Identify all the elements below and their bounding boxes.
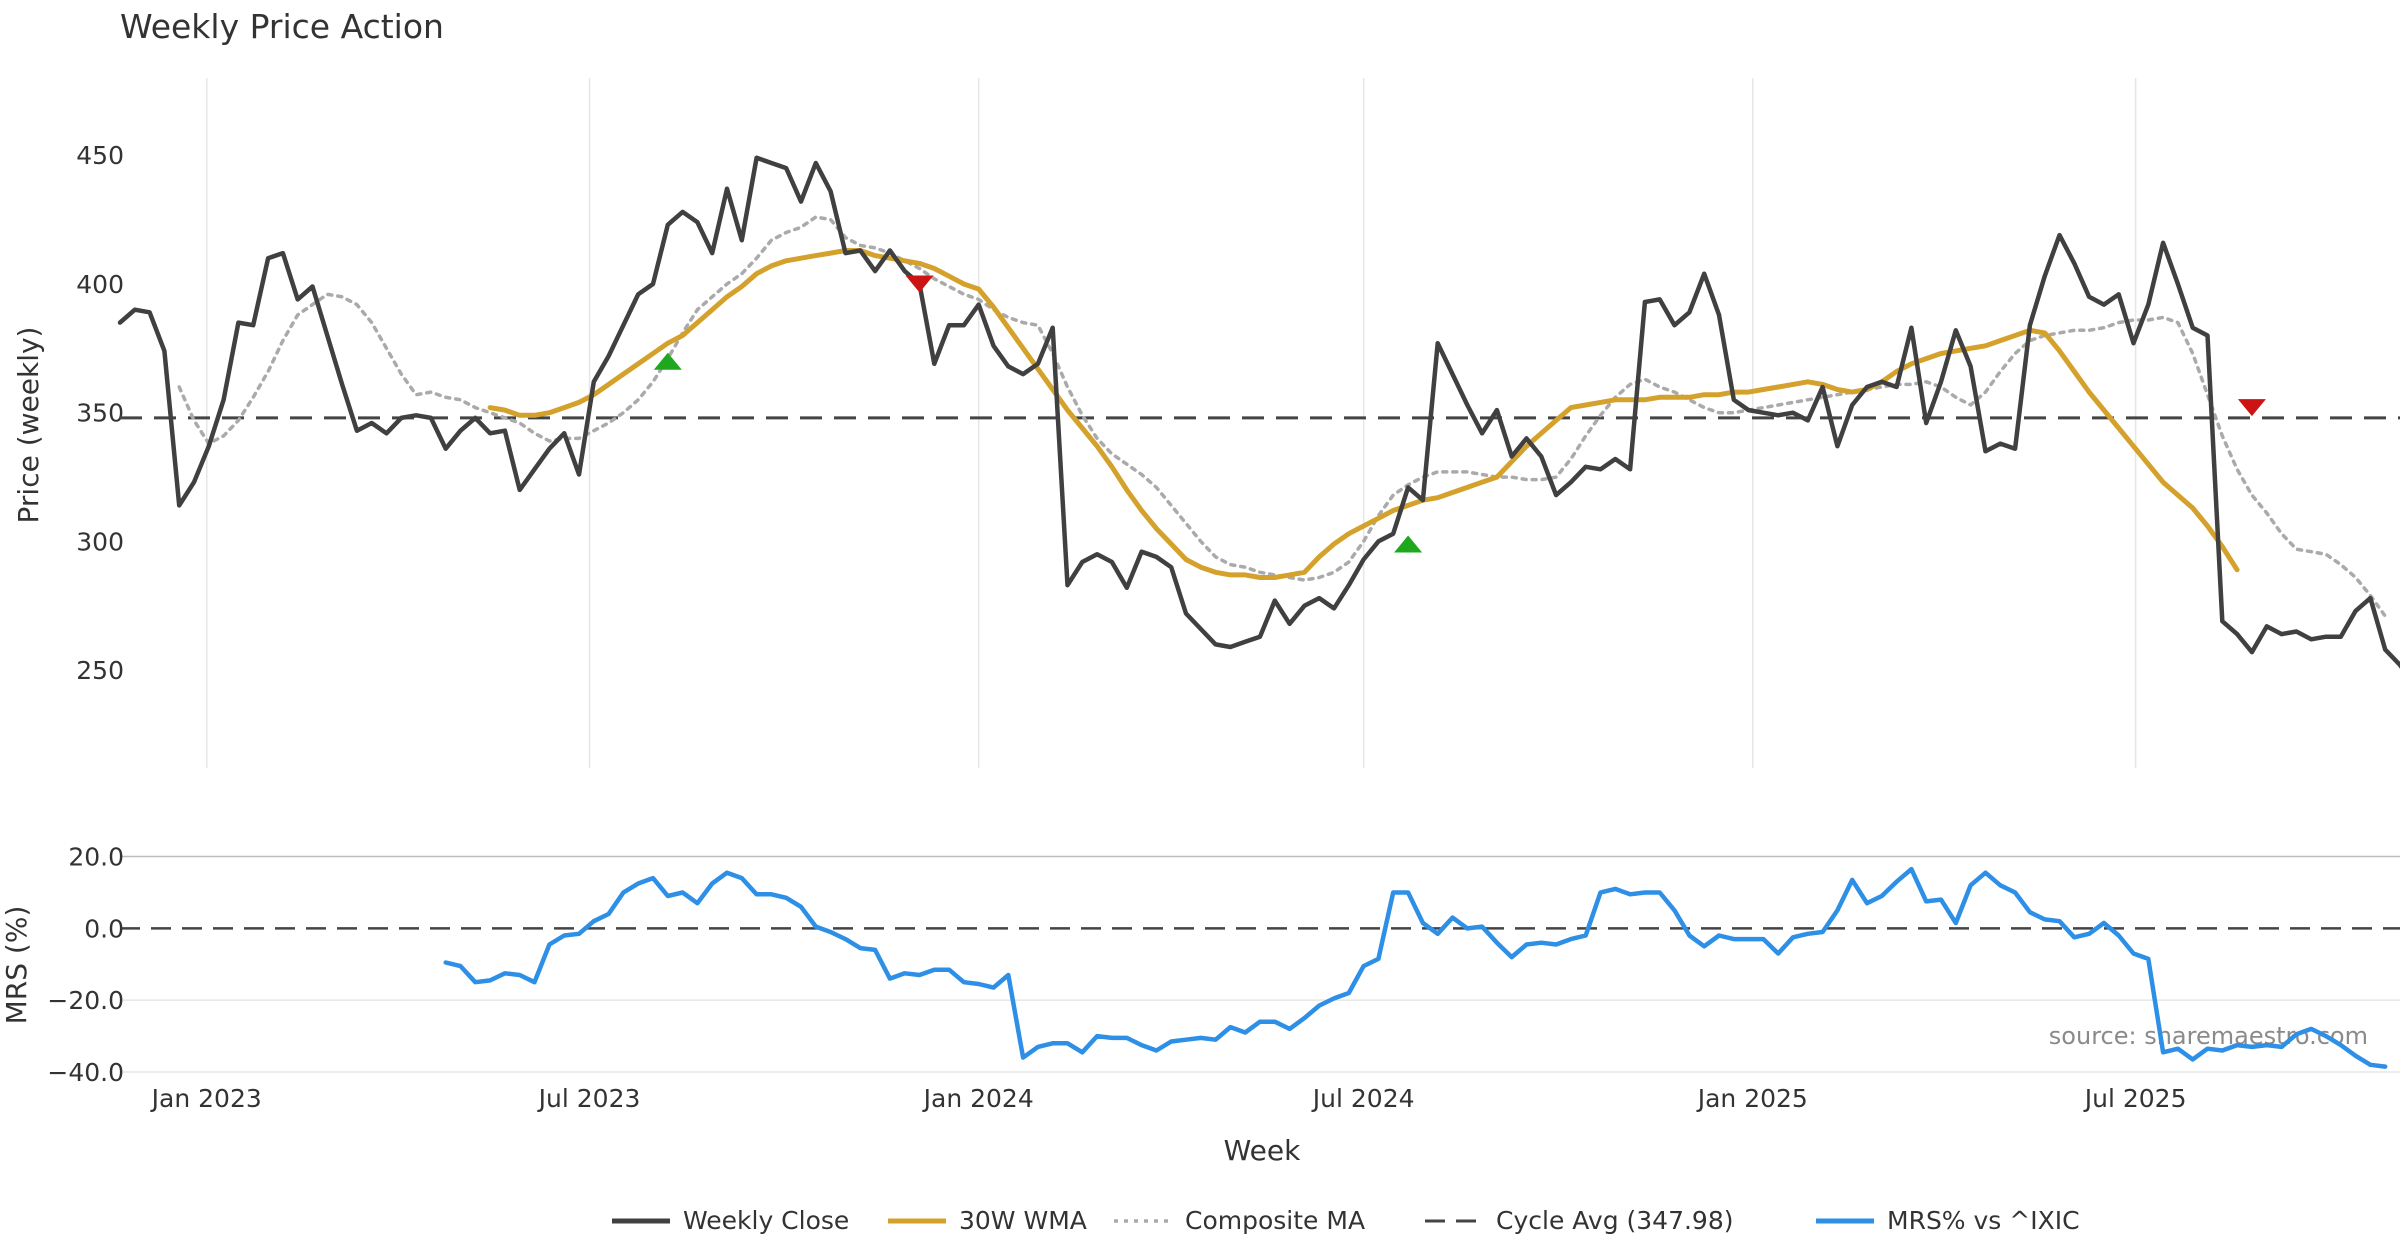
top-y-tick-label: 400	[76, 270, 124, 299]
legend-label: Cycle Avg (347.98)	[1496, 1206, 1734, 1235]
top-y-axis-label: Price (weekly)	[12, 327, 45, 524]
source-annotation: source: sharemaestro.com	[2049, 1022, 2368, 1050]
legend-label: Composite MA	[1185, 1206, 1365, 1235]
x-axis-label: Week	[1224, 1134, 1301, 1167]
x-tick-label: Jan 2023	[150, 1084, 262, 1113]
bottom-y-tick-label: −40.0	[47, 1058, 124, 1087]
sell-signal-marker	[2237, 399, 2266, 417]
legend-label: 30W WMA	[959, 1206, 1087, 1235]
buy-signal-marker	[1394, 535, 1423, 553]
wma-30w-line	[487, 248, 2240, 580]
weekly-close-line	[117, 155, 2400, 669]
x-tick-label: Jan 2025	[1696, 1084, 1808, 1113]
bottom-y-tick-label: 20.0	[68, 843, 124, 872]
top-y-tick-label: 450	[76, 141, 124, 170]
top-y-tick-label: 250	[76, 656, 124, 685]
bottom-y-axis-label: MRS (%)	[0, 906, 33, 1025]
price-panel: 250 300 350 400 450	[76, 78, 2400, 768]
legend-label: MRS% vs ^IXIC	[1887, 1206, 2080, 1235]
bottom-y-tick-label: 0.0	[84, 914, 124, 943]
buy-signal-marker	[653, 352, 682, 370]
top-y-tick-label: 350	[76, 399, 124, 428]
mrs-panel: 20.0 0.0 −20.0 −40.0 Jan 2023 Jul 2023 Jan 202…	[47, 843, 2400, 1113]
bottom-y-tick-label: −20.0	[47, 986, 124, 1015]
x-tick-label: Jul 2025	[2083, 1084, 2187, 1113]
x-tick-label: Jul 2023	[537, 1084, 641, 1113]
chart-title: Weekly Price Action	[120, 7, 444, 46]
legend-label: Weekly Close	[683, 1206, 849, 1235]
legend: Weekly Close 30W WMA Composite MA Cycle Avg…	[612, 1206, 2080, 1235]
sell-signal-marker	[905, 275, 934, 293]
top-y-tick-label: 300	[76, 527, 124, 556]
mrs-line	[443, 866, 2388, 1069]
x-tick-label: Jan 2024	[922, 1084, 1034, 1113]
x-tick-label: Jul 2024	[1311, 1084, 1415, 1113]
